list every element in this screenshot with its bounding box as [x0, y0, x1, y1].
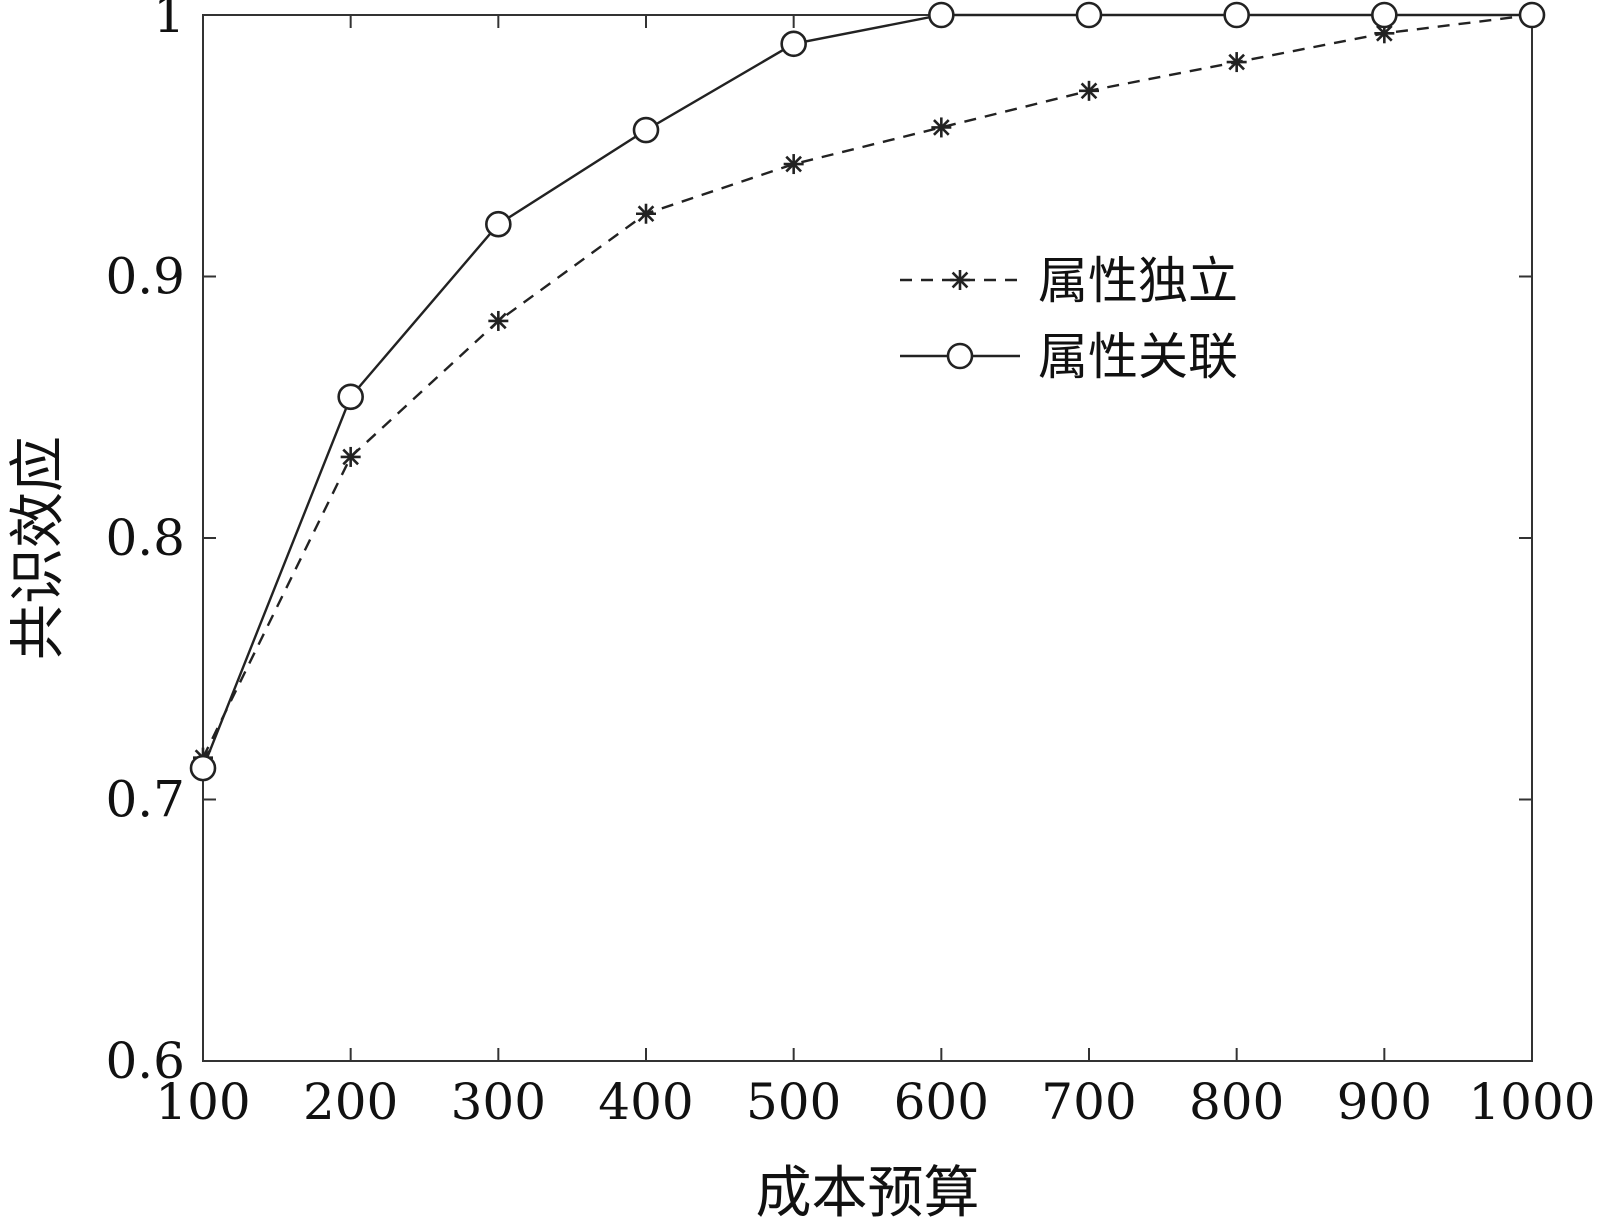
series-line — [201, 13, 1532, 769]
data-point-circle — [780, 30, 807, 58]
x-tick-label: 300 — [451, 1073, 546, 1131]
y-tick-label: 0.8 — [105, 509, 185, 567]
data-point-circle — [485, 210, 512, 238]
x-tick-label: 800 — [1189, 1073, 1284, 1131]
plot-area-border — [202, 14, 1533, 1062]
legend-marker-asterisk — [950, 270, 970, 290]
data-point-asterisk — [340, 446, 361, 467]
data-point-asterisk — [931, 117, 952, 138]
x-tick-label: 100 — [155, 1073, 250, 1131]
y-tick-label: 0.9 — [105, 248, 185, 306]
legend-marker-circle — [946, 342, 974, 370]
data-point-asterisk — [488, 310, 509, 331]
data-point-asterisk — [636, 203, 656, 224]
series-line — [201, 13, 1533, 759]
axis-ticks: 100 200 300 400 500 600 700 800 900 1000 0.6 0.7 0.8… — [105, 0, 1595, 1131]
x-axis-label: 成本预算 — [756, 1161, 980, 1226]
y-tick-label: 0.6 — [105, 1032, 185, 1090]
data-point-circle — [189, 754, 217, 782]
x-tick-label: 400 — [598, 1073, 693, 1131]
y-tick-label: 1 — [153, 0, 185, 44]
legend-item: 属性独立 — [900, 252, 1238, 310]
y-tick-label: 0.7 — [105, 771, 185, 829]
x-tick-label: 900 — [1337, 1073, 1432, 1131]
series-2 — [189, 1, 1546, 782]
x-tick-label: 700 — [1041, 1073, 1136, 1131]
data-point-circle — [1518, 1, 1546, 29]
x-tick-label: 1000 — [1468, 1073, 1595, 1131]
plot-frame — [202, 14, 1533, 1062]
x-tick-label: 200 — [303, 1073, 398, 1131]
series-1 — [193, 5, 1542, 768]
y-axis-label: 共识效应 — [6, 436, 71, 660]
legend-label: 属性关联 — [1038, 328, 1238, 386]
data-series — [189, 1, 1546, 782]
data-point-circle — [337, 383, 364, 411]
data-point-circle — [1075, 1, 1103, 29]
data-point-circle — [1371, 1, 1398, 29]
data-point-asterisk — [1079, 80, 1099, 101]
x-tick-label: 500 — [746, 1073, 841, 1131]
legend-label: 属性独立 — [1038, 252, 1238, 310]
data-point-asterisk — [783, 154, 804, 175]
data-point-circle — [928, 1, 955, 29]
data-point-circle — [632, 116, 660, 144]
data-point-asterisk — [1226, 52, 1247, 73]
data-point-circle — [1223, 1, 1250, 29]
x-tick-label: 600 — [894, 1073, 989, 1131]
legend-item: 属性关联 — [900, 328, 1238, 386]
